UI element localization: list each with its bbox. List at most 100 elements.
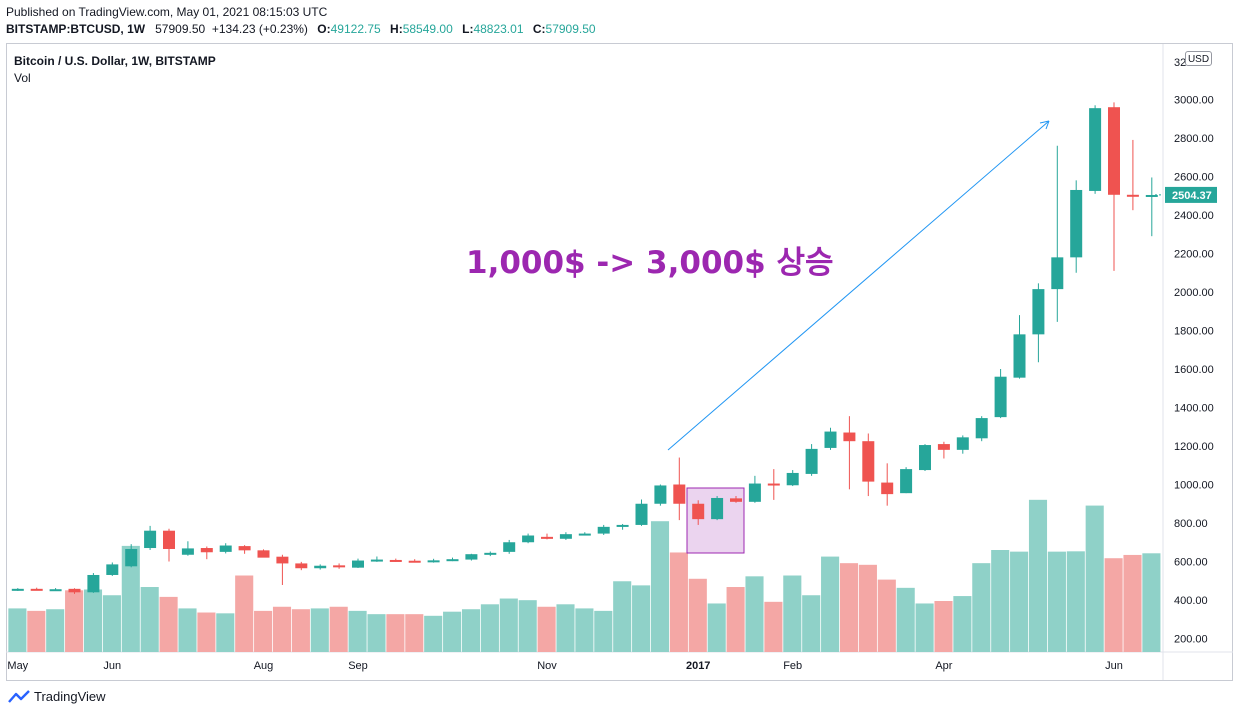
candle-body bbox=[919, 445, 931, 471]
candle-body bbox=[975, 418, 988, 439]
candle-body bbox=[1051, 257, 1064, 290]
volume-bar bbox=[480, 604, 499, 652]
volume-bar bbox=[1010, 551, 1029, 652]
candle-body bbox=[314, 565, 327, 569]
candle-body bbox=[673, 484, 686, 504]
volume-bar bbox=[764, 601, 783, 652]
volume-bar bbox=[443, 611, 462, 652]
volume-bar bbox=[102, 595, 121, 652]
currency-badge[interactable]: USD bbox=[1185, 51, 1212, 66]
volume-legend[interactable]: Vol bbox=[14, 71, 31, 85]
candle-body bbox=[937, 444, 950, 450]
volume-bar bbox=[858, 564, 877, 652]
candle-body bbox=[163, 530, 175, 549]
series-legend-title[interactable]: Bitcoin / U.S. Dollar, 1W, BITSTAMP bbox=[14, 54, 216, 68]
candle-body bbox=[446, 559, 459, 562]
volume-bar bbox=[329, 606, 348, 652]
time-tick-label: 2017 bbox=[686, 660, 710, 672]
volume-bar bbox=[254, 610, 273, 652]
candle-body bbox=[389, 559, 402, 562]
brand-name: TradingView bbox=[34, 689, 106, 704]
price-tick-label: 3000.00 bbox=[1174, 95, 1214, 107]
volume-bar bbox=[348, 610, 367, 652]
volume-bar bbox=[575, 608, 594, 652]
volume-bar bbox=[934, 601, 953, 652]
price-tick-label: 2000.00 bbox=[1174, 287, 1214, 299]
candle-body bbox=[805, 448, 818, 474]
last-price-tag bbox=[1165, 186, 1217, 203]
candle-body bbox=[503, 542, 516, 552]
price-tick-label: 1000.00 bbox=[1174, 480, 1214, 492]
candle-body bbox=[900, 469, 913, 494]
candle-body bbox=[352, 560, 364, 568]
time-tick-label: May bbox=[7, 660, 28, 672]
volume-bar bbox=[896, 587, 915, 652]
volume-bar bbox=[877, 579, 896, 652]
time-tick-label: Nov bbox=[537, 660, 557, 672]
candle-body bbox=[730, 498, 742, 502]
symbol-label[interactable]: BITSTAMP:BTCUSD, 1W bbox=[6, 22, 146, 36]
volume-bar bbox=[613, 581, 632, 652]
volume-bar bbox=[216, 613, 235, 652]
close-key: C: bbox=[532, 22, 546, 36]
volume-bar bbox=[46, 609, 65, 652]
volume-bar bbox=[140, 587, 159, 652]
high-key: H: bbox=[390, 22, 403, 36]
time-tick-label: Feb bbox=[783, 660, 802, 672]
arrow-head-icon bbox=[1039, 120, 1050, 130]
ohlc-bar: BITSTAMP:BTCUSD, 1W 57909.50 +134.23 (+0… bbox=[6, 22, 596, 36]
volume-bar bbox=[991, 550, 1010, 652]
volume-bar bbox=[839, 563, 859, 652]
volume-bar bbox=[461, 609, 481, 652]
candle-body bbox=[711, 497, 724, 520]
candle-body bbox=[1145, 194, 1158, 197]
candle-body bbox=[843, 432, 856, 442]
volume-bar bbox=[669, 552, 688, 652]
volume-bar bbox=[1066, 551, 1085, 652]
candle-body bbox=[748, 483, 761, 502]
price-change: +134.23 (+0.23%) bbox=[211, 22, 308, 36]
candle-body bbox=[30, 588, 43, 591]
volume-bar bbox=[915, 603, 934, 652]
published-line: Published on TradingView.com, May 01, 20… bbox=[6, 5, 328, 19]
volume-bar bbox=[8, 608, 27, 652]
candle-body bbox=[692, 503, 705, 520]
candle-body bbox=[219, 545, 232, 552]
volume-bar bbox=[650, 521, 670, 652]
candle-body bbox=[994, 376, 1007, 418]
chart-frame[interactable] bbox=[6, 43, 1233, 681]
volume-bar bbox=[83, 589, 103, 652]
volume-bar bbox=[499, 598, 518, 652]
volume-bar bbox=[953, 596, 972, 652]
price-tick-label: 600.00 bbox=[1174, 557, 1208, 569]
price-tick-label: 800.00 bbox=[1174, 518, 1208, 530]
volume-bar bbox=[802, 595, 821, 652]
candle-body bbox=[1070, 189, 1083, 258]
candle-body bbox=[238, 546, 251, 551]
volume-bar bbox=[405, 614, 424, 652]
candle-body bbox=[1089, 108, 1102, 191]
volume-bar bbox=[726, 587, 745, 652]
highlight-box bbox=[686, 487, 745, 554]
candle-body bbox=[465, 554, 478, 560]
price-tick-label: 1600.00 bbox=[1174, 364, 1214, 376]
time-tick-label: Jun bbox=[103, 660, 121, 672]
volume-bar bbox=[235, 575, 254, 652]
candle-body bbox=[786, 472, 799, 486]
open-value: 49122.75 bbox=[330, 22, 381, 36]
volume-bar bbox=[1085, 505, 1104, 652]
volume-bar bbox=[291, 609, 310, 652]
price-tick-label: 400.00 bbox=[1174, 595, 1208, 607]
tradingview-brand[interactable]: TradingView bbox=[8, 689, 106, 704]
candle-body bbox=[484, 552, 497, 555]
volume-bar bbox=[1047, 551, 1066, 652]
candle-body bbox=[522, 535, 535, 543]
candle-body bbox=[49, 589, 62, 592]
volume-bar bbox=[65, 590, 84, 652]
candle-body bbox=[578, 533, 591, 536]
low-key: L: bbox=[462, 22, 474, 36]
price-tick-label: 1800.00 bbox=[1174, 326, 1214, 338]
candle-body bbox=[559, 534, 572, 539]
volume-bar bbox=[367, 614, 386, 652]
